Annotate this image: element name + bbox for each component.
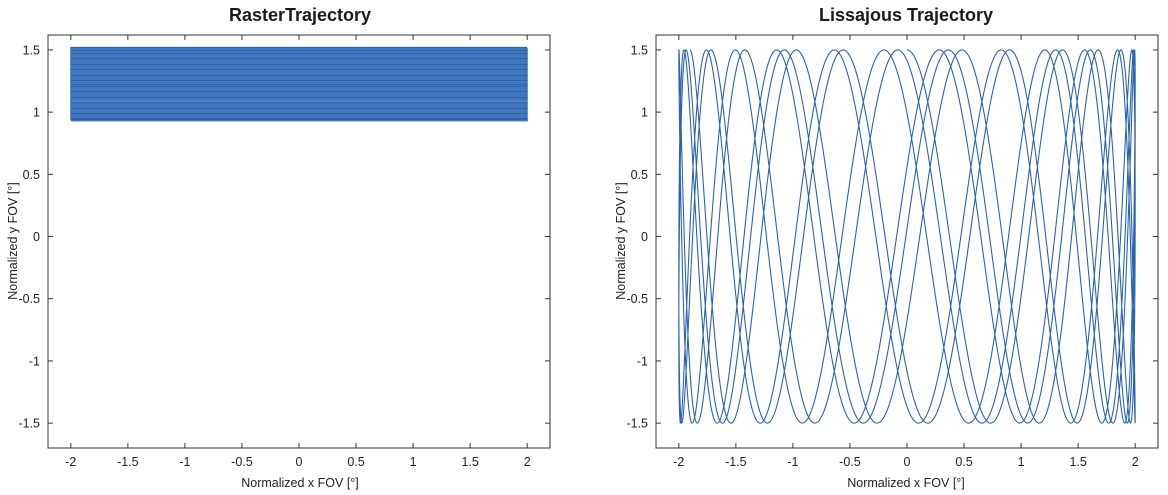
raster-x-tick-label: 1.5 — [461, 455, 478, 469]
lissajous-x-tick-label: 2 — [1132, 455, 1139, 469]
raster-trace-line — [70, 46, 528, 122]
lissajous-y-tick-label: -1 — [637, 354, 648, 368]
lissajous-x-tick-label: -1 — [787, 455, 798, 469]
lissajous-x-ticks: -2 -1.5 -1 -0.5 0 0.5 1 1.5 2 — [673, 35, 1139, 469]
lissajous-x-tick-label: -2 — [673, 455, 684, 469]
lissajous-y-tick-label: 1.5 — [631, 43, 648, 57]
lissajous-y-tick-label: -0.5 — [626, 292, 648, 306]
raster-x-ticks: -2 -1.5 -1 -0.5 0 0.5 1 1.5 2 — [65, 35, 531, 469]
lissajous-y-tick-label: -1.5 — [626, 417, 648, 431]
raster-x-tick-label: 0.5 — [347, 455, 364, 469]
lissajous-y-tick-label: 1 — [641, 106, 648, 120]
raster-y-tick-label: 1 — [33, 106, 40, 120]
lissajous-x-tick-label: -1.5 — [725, 455, 747, 469]
raster-x-tick-label: 2 — [524, 455, 531, 469]
raster-x-tick-label: 1 — [410, 455, 417, 469]
raster-y-tick-label: 0.5 — [23, 168, 40, 182]
raster-y-tick-label: 1.5 — [23, 43, 40, 57]
raster-x-tick-label: -0.5 — [231, 455, 253, 469]
lissajous-x-tick-label: -0.5 — [839, 455, 861, 469]
lissajous-trace — [678, 49, 1136, 424]
raster-plot-area — [47, 34, 551, 449]
lissajous-x-tick-label: 1.5 — [1069, 455, 1086, 469]
raster-y-tick-label: 0 — [33, 230, 40, 244]
raster-x-tick-label: 0 — [296, 455, 303, 469]
lissajous-x-tick-label: 0.5 — [955, 455, 972, 469]
lissajous-x-tick-label: 0 — [904, 455, 911, 469]
lissajous-trace-line — [678, 49, 1136, 424]
lissajous-y-tick-label: 0 — [641, 230, 648, 244]
raster-x-tick-label: -1 — [179, 455, 190, 469]
raster-y-axis-label: Normalized y FOV [°] — [6, 182, 20, 300]
raster-chart-title: RasterTrajectory — [229, 5, 371, 25]
raster-trace — [70, 46, 528, 122]
lissajous-y-ticks: -1.5 -1 -0.5 0 0.5 1 1.5 — [626, 43, 1158, 431]
lissajous-x-tick-label: 1 — [1018, 455, 1025, 469]
raster-y-tick-label: -0.5 — [18, 292, 40, 306]
lissajous-y-axis-label: Normalized y FOV [°] — [614, 182, 628, 300]
raster-y-tick-label: -1.5 — [18, 417, 40, 431]
raster-y-ticks: -1.5 -1 -0.5 0 0.5 1 1.5 — [18, 43, 550, 431]
raster-x-tick-label: -1.5 — [117, 455, 139, 469]
lissajous-y-tick-label: 0.5 — [631, 168, 648, 182]
raster-x-tick-label: -2 — [65, 455, 76, 469]
lissajous-chart-title: Lissajous Trajectory — [819, 5, 993, 25]
lissajous-plot-area — [655, 34, 1159, 449]
lissajous-chart: Lissajous Trajectory -2 -1.5 -1 -0.5 0 0.5 1 1.… — [614, 5, 1159, 490]
lissajous-x-axis-label: Normalized x FOV [°] — [847, 476, 965, 490]
raster-x-axis-label: Normalized x FOV [°] — [241, 476, 359, 490]
raster-chart: RasterTrajectory -2 -1.5 -1 -0.5 0 0.5 1 1.5 2 -… — [6, 5, 551, 490]
raster-y-tick-label: -1 — [29, 354, 40, 368]
